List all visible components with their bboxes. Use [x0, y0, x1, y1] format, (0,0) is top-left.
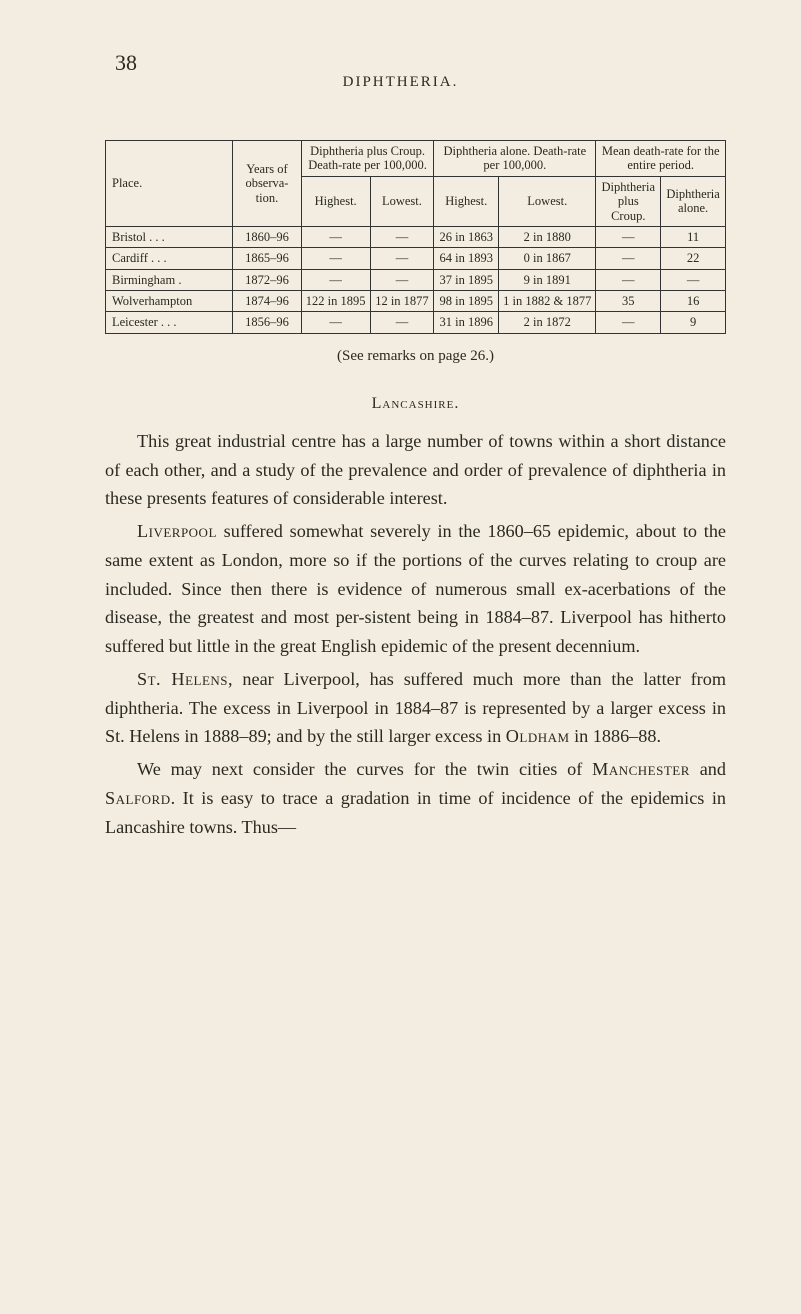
cell: 2 in 1872 [499, 312, 596, 333]
th-group-b: Diphtheria alone. Death-rate per 100,000… [434, 141, 596, 177]
th-b-lo: Lowest. [499, 176, 596, 226]
cell: 22 [661, 248, 726, 269]
cell: 12 in 1877 [370, 291, 434, 312]
table-row: Bristol . . . 1860–96 — — 26 in 1863 2 i… [106, 226, 726, 247]
table-row: Leicester . . . 1856–96 — — 31 in 1896 2… [106, 312, 726, 333]
th-a-lo: Lowest. [370, 176, 434, 226]
cell: — [370, 226, 434, 247]
text: . It is easy to trace a gradation in tim… [105, 788, 726, 837]
paragraph-2: Liverpool suffered somewhat severely in … [105, 517, 726, 661]
cell: — [596, 226, 661, 247]
smallcaps: Manchester [592, 759, 690, 779]
paragraph-4: We may next consider the curves for the … [105, 755, 726, 841]
cell: — [370, 312, 434, 333]
th-group-c: Mean death-rate for the entire period. [596, 141, 726, 177]
smallcaps: Salford [105, 788, 171, 808]
cell-years: 1856–96 [233, 312, 302, 333]
smallcaps: Liverpool [137, 521, 217, 541]
cell-years: 1872–96 [233, 269, 302, 290]
cell: 2 in 1880 [499, 226, 596, 247]
cell: 31 in 1896 [434, 312, 499, 333]
running-head: DIPHTHERIA. [0, 74, 801, 91]
cell-place: Birmingham . [106, 269, 233, 290]
text: We may next consider the curves for the … [137, 759, 592, 779]
cell: — [596, 312, 661, 333]
cell: 35 [596, 291, 661, 312]
cell-place: Leicester . . . [106, 312, 233, 333]
th-place: Place. [106, 141, 233, 227]
cell: 26 in 1863 [434, 226, 499, 247]
text: suffered somewhat severely in the 1860–6… [105, 521, 726, 656]
paragraph-1: This great industrial centre has a large… [105, 427, 726, 513]
cell: 37 in 1895 [434, 269, 499, 290]
cell: — [301, 312, 370, 333]
cell-years: 1860–96 [233, 226, 302, 247]
table-row: Cardiff . . . 1865–96 — — 64 in 1893 0 i… [106, 248, 726, 269]
section-heading: Lancashire. [105, 395, 726, 413]
paragraph-3: St. Helens, near Liverpool, has suffered… [105, 665, 726, 751]
smallcaps: St. Helens [137, 669, 228, 689]
text: in 1886–88. [570, 726, 661, 746]
smallcaps: Oldham [506, 726, 570, 746]
cell: — [370, 269, 434, 290]
th-a-hi: Highest. [301, 176, 370, 226]
cell-place: Wolverhampton [106, 291, 233, 312]
cell: — [596, 248, 661, 269]
cell: 9 [661, 312, 726, 333]
cell: 16 [661, 291, 726, 312]
cell: — [301, 248, 370, 269]
cell-years: 1865–96 [233, 248, 302, 269]
cell: — [301, 269, 370, 290]
cell-years: 1874–96 [233, 291, 302, 312]
cell-place: Bristol . . . [106, 226, 233, 247]
th-years: Years of observa-tion. [233, 141, 302, 227]
cell: 11 [661, 226, 726, 247]
table-row: Wolverhampton 1874–96 122 in 1895 12 in … [106, 291, 726, 312]
cell: — [661, 269, 726, 290]
th-group-a: Diphtheria plus Croup. Death-rate per 10… [301, 141, 434, 177]
table-row: Birmingham . 1872–96 — — 37 in 1895 9 in… [106, 269, 726, 290]
cell: — [301, 226, 370, 247]
th-c2: Diphtheria alone. [661, 176, 726, 226]
cell: 0 in 1867 [499, 248, 596, 269]
see-remarks: (See remarks on page 26.) [105, 348, 726, 365]
data-table-wrapper: Place. Years of observa-tion. Diphtheria… [105, 140, 726, 334]
text: and [690, 759, 726, 779]
cell: 9 in 1891 [499, 269, 596, 290]
cell: 98 in 1895 [434, 291, 499, 312]
cell: — [370, 248, 434, 269]
cell: 122 in 1895 [301, 291, 370, 312]
cell: 64 in 1893 [434, 248, 499, 269]
th-b-hi: Highest. [434, 176, 499, 226]
th-c1: Diphtheria plus Croup. [596, 176, 661, 226]
diphtheria-table: Place. Years of observa-tion. Diphtheria… [105, 140, 726, 334]
page-number: 38 [115, 50, 137, 76]
cell: 1 in 1882 & 1877 [499, 291, 596, 312]
cell: — [596, 269, 661, 290]
cell-place: Cardiff . . . [106, 248, 233, 269]
